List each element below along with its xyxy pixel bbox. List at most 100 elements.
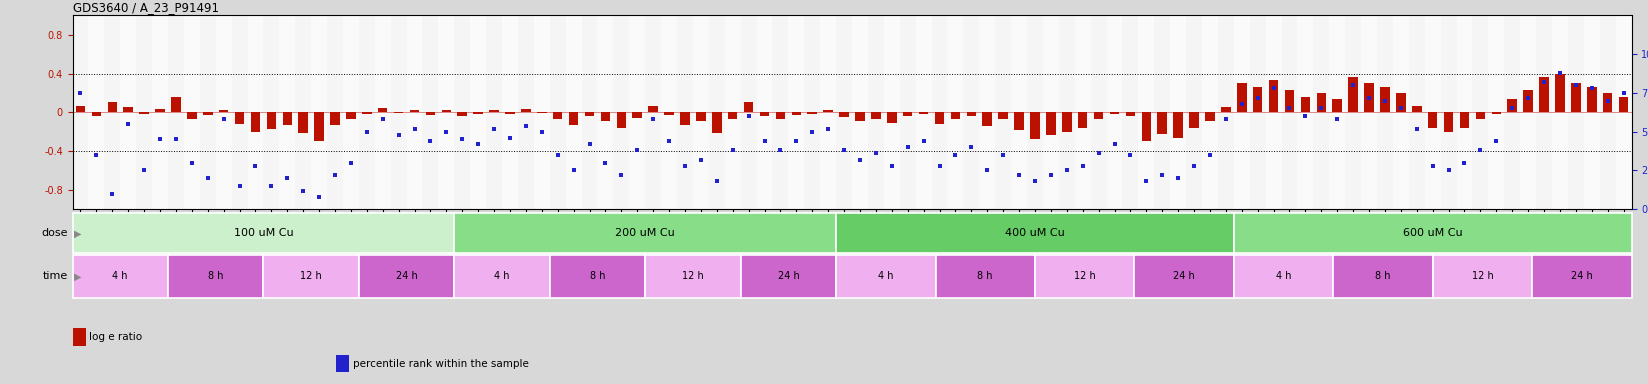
Bar [951, 113, 961, 119]
Bar [391, 15, 407, 209]
Point [1388, 105, 1414, 111]
Bar [728, 113, 737, 119]
Bar [1012, 15, 1027, 209]
Bar [999, 113, 1009, 119]
Bar [234, 113, 244, 124]
Bar [267, 113, 277, 129]
Bar [1432, 255, 1533, 298]
Point [943, 152, 969, 158]
Point [1228, 101, 1256, 107]
Bar [1269, 80, 1279, 113]
Bar [900, 15, 916, 209]
Bar [346, 113, 356, 119]
Bar [438, 15, 455, 209]
Bar [773, 15, 788, 209]
Text: 4 h: 4 h [878, 271, 893, 281]
Point [1356, 94, 1383, 101]
Bar [1190, 113, 1198, 128]
Bar [836, 255, 936, 298]
Bar [598, 15, 613, 209]
Bar [295, 15, 311, 209]
Bar [1109, 113, 1119, 114]
Bar [455, 255, 550, 298]
Point [751, 138, 778, 144]
Bar [934, 113, 944, 124]
Point [147, 136, 173, 142]
Bar [916, 15, 931, 209]
Bar [140, 113, 148, 114]
Bar [104, 15, 120, 209]
Bar [1061, 113, 1071, 132]
Bar [1035, 255, 1134, 298]
Bar [613, 15, 630, 209]
Bar [473, 113, 483, 114]
Bar [692, 15, 709, 209]
Bar [73, 255, 168, 298]
Bar [1604, 93, 1612, 113]
Text: percentile rank within the sample: percentile rank within the sample [353, 359, 529, 369]
Bar [788, 15, 804, 209]
Bar [920, 113, 928, 114]
Bar [887, 113, 897, 123]
Point [1213, 116, 1239, 122]
Point [338, 160, 364, 166]
Point [831, 147, 857, 153]
Point [1276, 105, 1302, 111]
Bar [600, 113, 610, 121]
Bar [219, 110, 229, 113]
Point [1547, 70, 1574, 76]
Point [704, 178, 730, 184]
Bar [155, 109, 165, 113]
Bar [1396, 93, 1406, 113]
Bar [646, 255, 740, 298]
Text: 24 h: 24 h [396, 271, 417, 281]
Bar [948, 15, 964, 209]
Bar [1523, 90, 1533, 113]
Bar [1440, 15, 1457, 209]
Bar [616, 113, 626, 128]
Bar [1457, 15, 1472, 209]
Point [592, 160, 618, 166]
Point [1022, 178, 1048, 184]
Point [1419, 163, 1445, 169]
Point [1182, 163, 1208, 169]
Bar [534, 15, 550, 209]
Bar [1536, 15, 1552, 209]
Bar [681, 113, 691, 125]
Bar [1046, 113, 1056, 135]
Text: dose: dose [41, 228, 68, 238]
Bar [1584, 15, 1600, 209]
Bar [979, 15, 995, 209]
Bar [677, 15, 692, 209]
Bar [804, 15, 821, 209]
Point [1309, 105, 1335, 111]
Point [1086, 151, 1112, 157]
Bar [740, 15, 756, 209]
Bar [89, 15, 104, 209]
Bar [1519, 15, 1536, 209]
Point [513, 122, 539, 129]
Bar [1460, 113, 1470, 128]
Text: 12 h: 12 h [1472, 271, 1493, 281]
Bar [1444, 113, 1454, 132]
Bar [1126, 113, 1135, 116]
Point [1340, 82, 1366, 88]
Bar [1106, 15, 1122, 209]
Bar [279, 15, 295, 209]
Bar [470, 15, 486, 209]
Bar [1234, 15, 1249, 209]
Point [1404, 126, 1430, 132]
Point [1038, 172, 1065, 178]
Bar [1030, 113, 1040, 139]
Text: 8 h: 8 h [977, 271, 994, 281]
Bar [92, 113, 101, 116]
Bar [168, 15, 185, 209]
Bar [964, 15, 979, 209]
Point [354, 129, 381, 135]
Bar [1187, 15, 1201, 209]
Bar [1571, 83, 1580, 113]
Bar [1300, 97, 1310, 113]
Bar [1266, 15, 1282, 209]
Point [1149, 172, 1175, 178]
Text: 4 h: 4 h [494, 271, 509, 281]
